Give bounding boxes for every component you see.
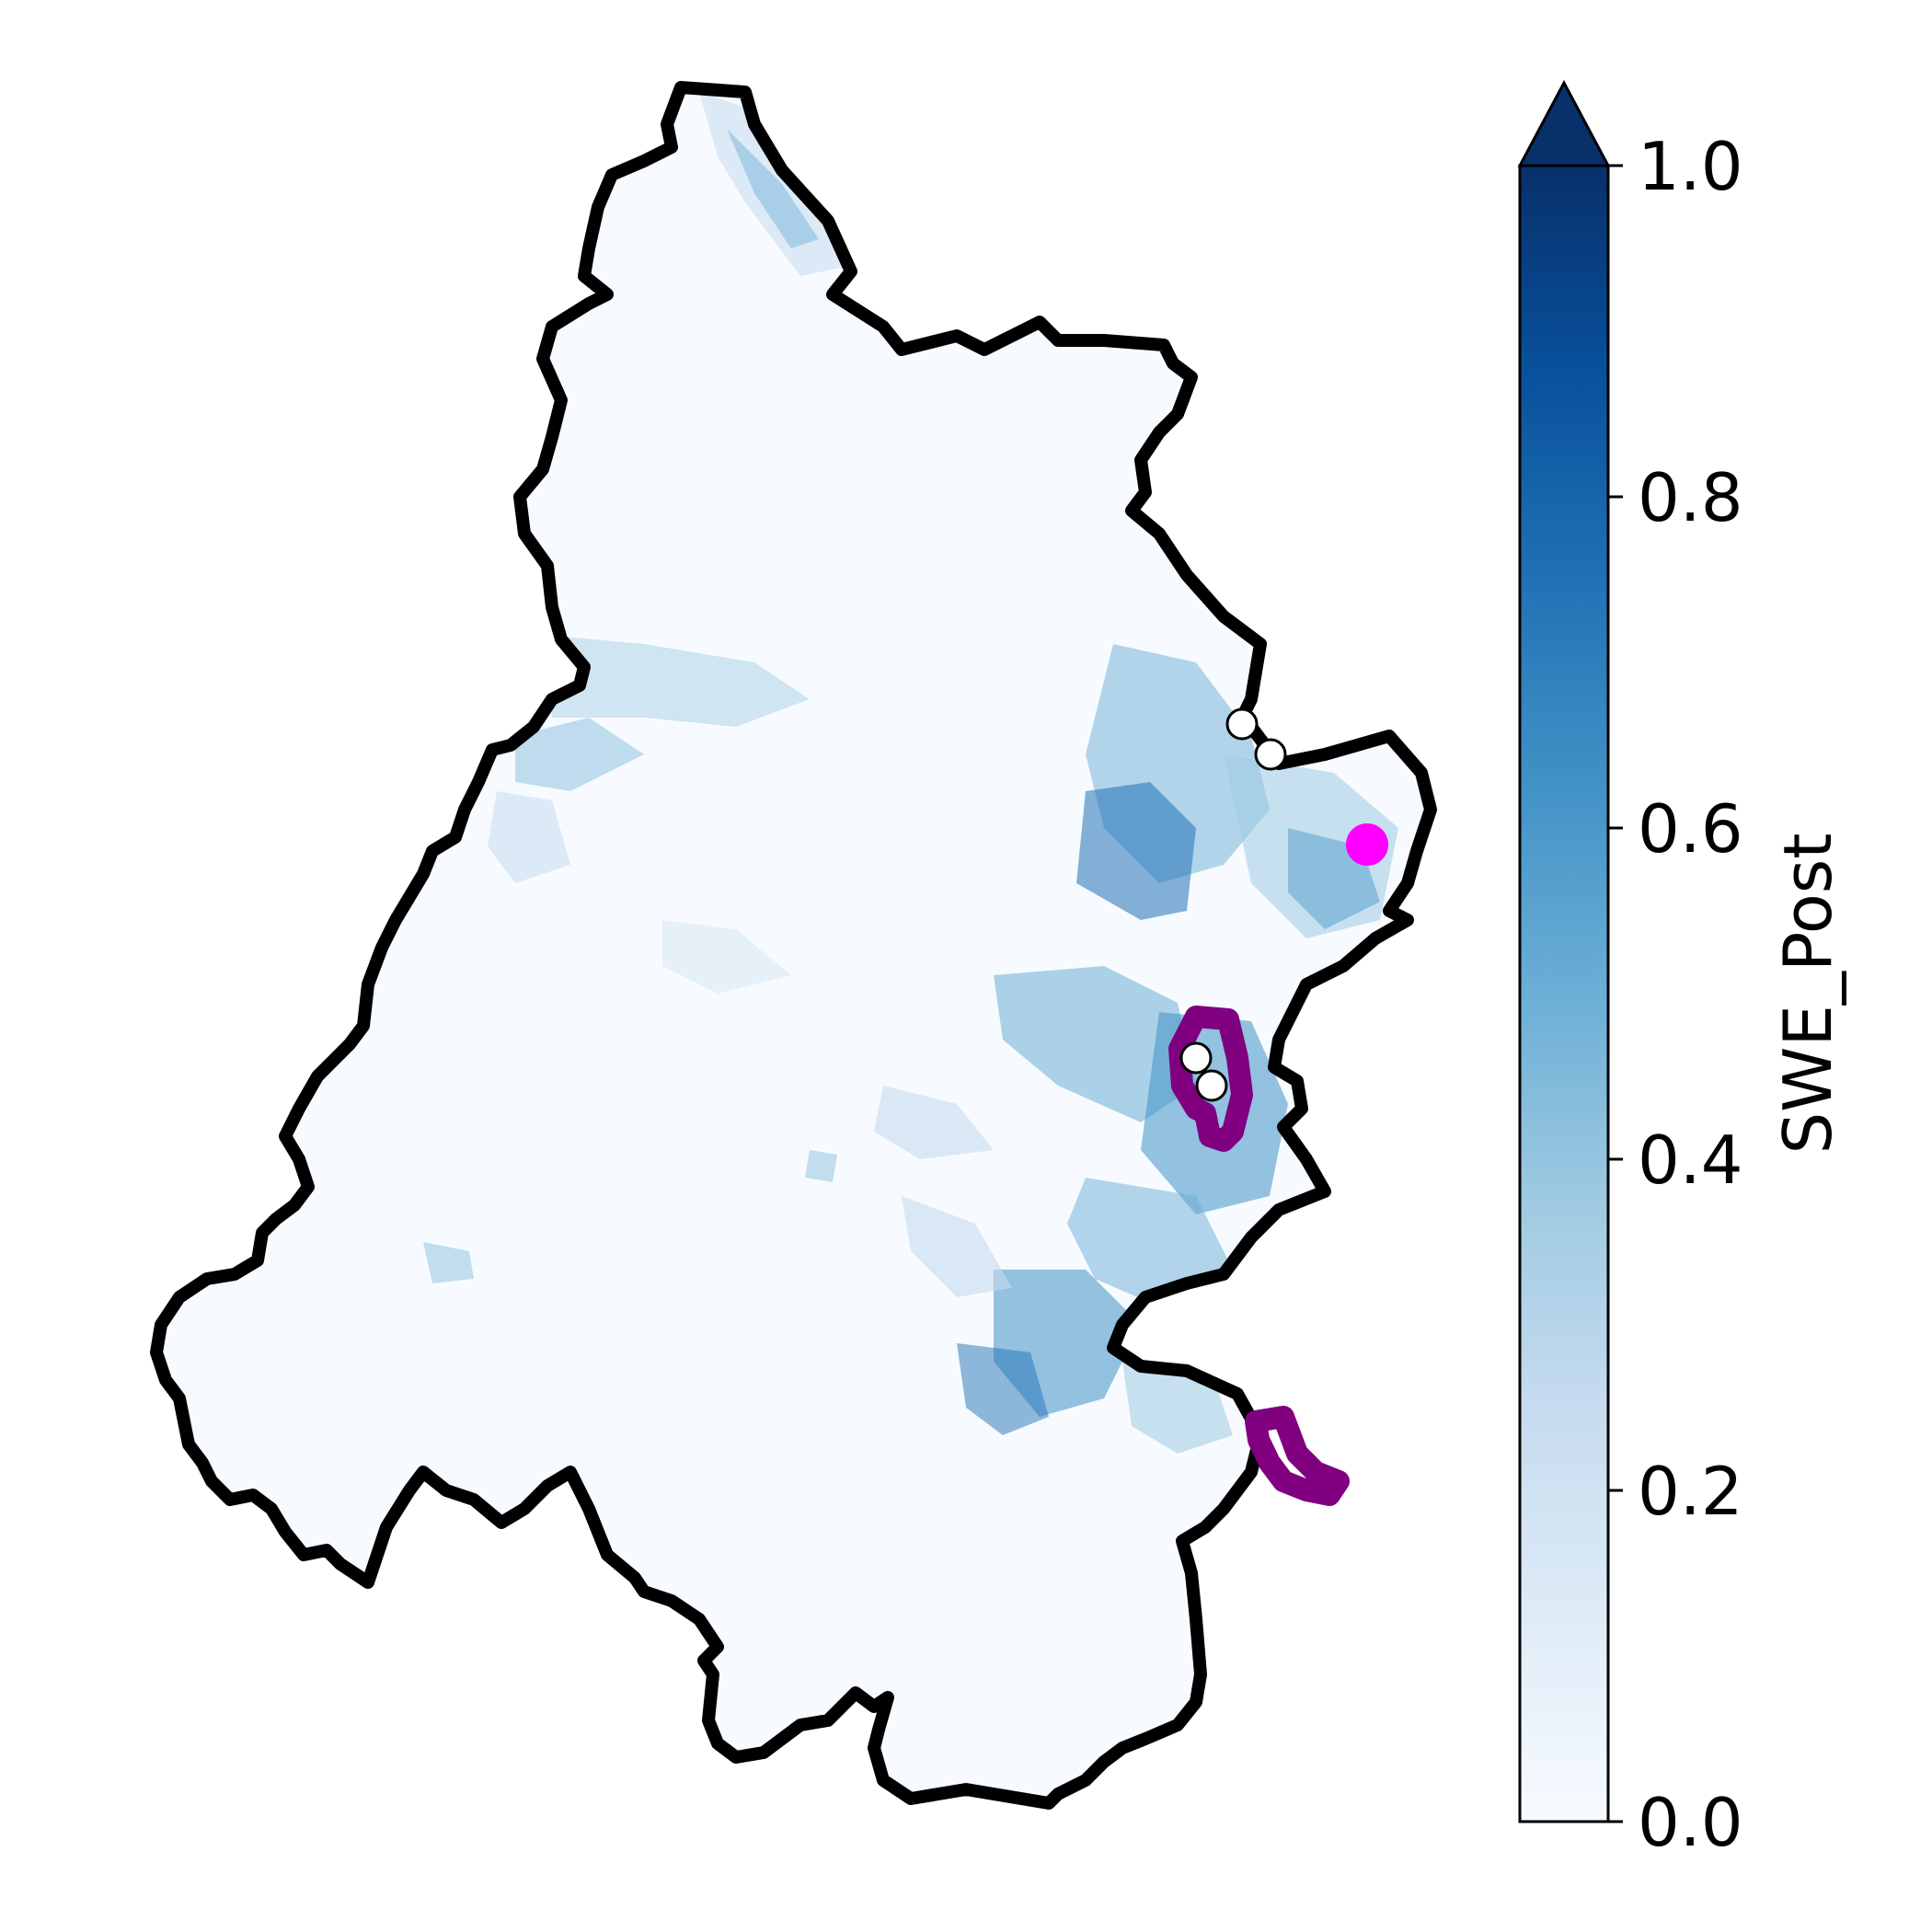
magenta-site-marker: [1346, 823, 1388, 866]
colorbar: 0.0 0.2 0.4 0.6 0.8 1.0 SWE_Post: [1517, 79, 1846, 1861]
highlight-region-south: [1245, 1406, 1350, 1506]
colorbar-gradient: [1518, 164, 1610, 1823]
station-marker: [1254, 738, 1287, 771]
highlight-region-central: [1168, 1006, 1253, 1152]
colorbar-ticks: 0.0 0.2 0.4 0.6 0.8 1.0: [1608, 128, 1743, 1861]
station-marker: [1195, 1069, 1228, 1102]
station-marker: [1179, 1041, 1213, 1075]
colorbar-tick-label: 0.0: [1638, 1784, 1743, 1861]
station-marker: [1225, 707, 1259, 741]
basin-outline: [150, 81, 1437, 1810]
colorbar-tick-label: 1.0: [1638, 128, 1743, 205]
colorbar-tick-label: 0.2: [1638, 1453, 1743, 1530]
colorbar-label: SWE_Post: [1769, 833, 1846, 1154]
colorbar-tick-label: 0.8: [1638, 459, 1743, 536]
colorbar-extend-arrow: [1517, 79, 1611, 167]
colorbar-tick-label: 0.6: [1638, 790, 1743, 868]
colorbar-tick-label: 0.4: [1638, 1121, 1743, 1199]
